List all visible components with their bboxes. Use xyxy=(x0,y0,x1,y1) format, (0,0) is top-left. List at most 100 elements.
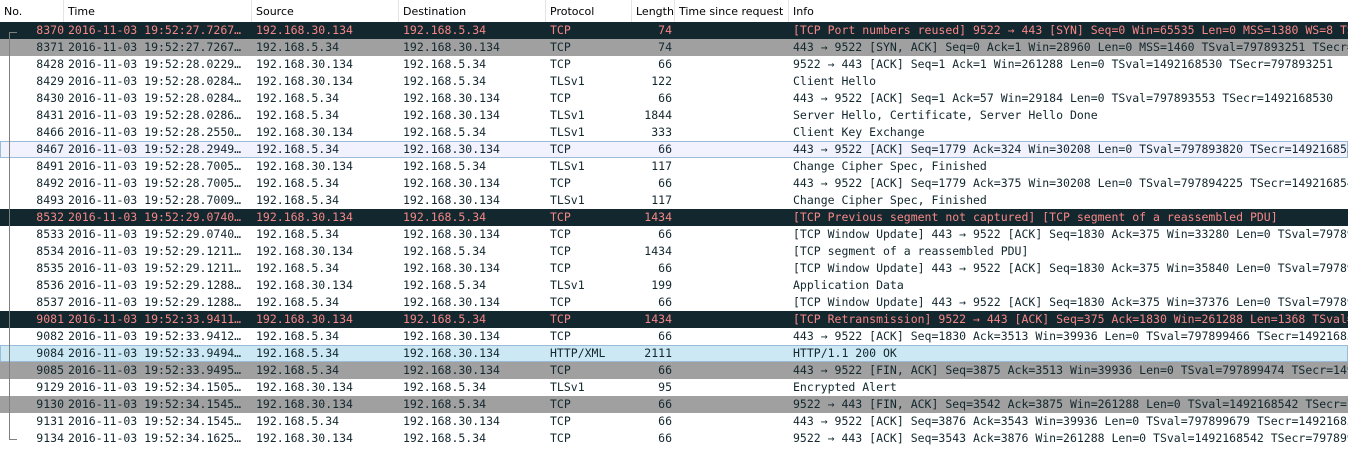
packet-number: 9082 xyxy=(36,329,64,343)
packet-info: Client Hello xyxy=(793,74,877,88)
column-header-info[interactable]: Info xyxy=(793,5,814,18)
packet-length: 66 xyxy=(658,227,672,241)
packet-time-since-request xyxy=(678,158,788,175)
packet-row[interactable]: 8534 2016-11-03 19:52:29.1211… 192.168.30.… xyxy=(0,243,1348,260)
packet-time: 2016-11-03 19:52:34.1625… xyxy=(68,431,242,445)
packet-row[interactable]: 8491 2016-11-03 19:52:28.7005… 192.168.30.… xyxy=(0,158,1348,175)
packet-protocol: TCP xyxy=(550,91,571,105)
packet-info: [TCP segment of a reassembled PDU] xyxy=(793,244,1029,258)
packet-time-since-request xyxy=(678,430,788,447)
packet-source: 192.168.30.134 xyxy=(256,125,353,139)
packet-protocol: TCP xyxy=(550,210,571,224)
packet-time: 2016-11-03 19:52:27.7267… xyxy=(68,40,242,54)
packet-protocol: TCP xyxy=(550,431,571,445)
packet-row[interactable]: 8370 2016-11-03 19:52:27.7267… 192.168.30.… xyxy=(0,22,1348,39)
column-header-protocol[interactable]: Protocol xyxy=(546,0,632,22)
packet-time-since-request xyxy=(678,192,788,209)
packet-protocol: TCP xyxy=(550,363,571,377)
packet-info: [TCP Window Update] 443 → 9522 [ACK] Seq… xyxy=(793,227,1348,241)
packet-protocol: TCP xyxy=(550,295,571,309)
packet-number: 8431 xyxy=(36,108,64,122)
column-header-destination[interactable]: Destination xyxy=(399,0,546,22)
packet-length: 66 xyxy=(658,414,672,428)
packet-time-since-request xyxy=(678,362,788,379)
packet-protocol: TCP xyxy=(550,142,571,156)
packet-info: 9522 → 443 [ACK] Seq=3543 Ack=3876 Win=2… xyxy=(793,431,1348,445)
packet-row[interactable]: 9131 2016-11-03 19:52:34.1545… 192.168.5.3… xyxy=(0,413,1348,430)
packet-time: 2016-11-03 19:52:29.1211… xyxy=(68,244,242,258)
packet-time: 2016-11-03 19:52:28.0284… xyxy=(68,74,242,88)
packet-length: 2111 xyxy=(644,346,672,360)
packet-row[interactable]: 8533 2016-11-03 19:52:29.0740… 192.168.5.3… xyxy=(0,226,1348,243)
packet-source: 192.168.5.34 xyxy=(256,142,340,156)
packet-number: 8492 xyxy=(36,176,64,190)
packet-destination: 192.168.5.34 xyxy=(403,380,487,394)
packet-time: 2016-11-03 19:52:33.9411… xyxy=(68,312,242,326)
packet-source: 192.168.5.34 xyxy=(256,176,340,190)
packet-row[interactable]: 9081 2016-11-03 19:52:33.9411… 192.168.30.… xyxy=(0,311,1348,328)
packet-info: Change Cipher Spec, Finished xyxy=(793,193,987,207)
packet-time: 2016-11-03 19:52:28.7005… xyxy=(68,176,242,190)
packet-info: 443 → 9522 [SYN, ACK] Seq=0 Ack=1 Win=28… xyxy=(793,40,1348,54)
packet-time-since-request xyxy=(678,243,788,260)
packet-destination: 192.168.5.34 xyxy=(403,431,487,445)
packet-protocol: TCP xyxy=(550,261,571,275)
packet-row[interactable]: 9085 2016-11-03 19:52:33.9495… 192.168.5.3… xyxy=(0,362,1348,379)
packet-time: 2016-11-03 19:52:33.9494… xyxy=(68,346,242,360)
packet-time: 2016-11-03 19:52:33.9495… xyxy=(68,363,242,377)
packet-row[interactable]: 8492 2016-11-03 19:52:28.7005… 192.168.5.3… xyxy=(0,175,1348,192)
packet-protocol: TLSv1 xyxy=(550,159,585,173)
packet-info: Server Hello, Certificate, Server Hello … xyxy=(793,108,1098,122)
packet-source: 192.168.30.134 xyxy=(256,159,353,173)
packet-row[interactable]: 9084 2016-11-03 19:52:33.9494… 192.168.5.3… xyxy=(0,345,1348,362)
packet-destination: 192.168.30.134 xyxy=(403,193,500,207)
packet-length: 66 xyxy=(658,329,672,343)
column-header-time[interactable]: Time xyxy=(64,0,252,22)
packet-number: 8466 xyxy=(36,125,64,139)
packet-protocol: TCP xyxy=(550,414,571,428)
packet-row[interactable]: 8493 2016-11-03 19:52:28.7009… 192.168.5.3… xyxy=(0,192,1348,209)
packet-info: Change Cipher Spec, Finished xyxy=(793,159,987,173)
packet-info: 9522 → 443 [FIN, ACK] Seq=3542 Ack=3875 … xyxy=(793,397,1348,411)
packet-row[interactable]: 8537 2016-11-03 19:52:29.1288… 192.168.5.3… xyxy=(0,294,1348,311)
packet-protocol: TLSv1 xyxy=(550,108,585,122)
packet-info: [TCP Port numbers reused] 9522 → 443 [SY… xyxy=(793,23,1348,37)
packet-row[interactable]: 8532 2016-11-03 19:52:29.0740… 192.168.30.… xyxy=(0,209,1348,226)
packet-row[interactable]: 9134 2016-11-03 19:52:34.1625… 192.168.30.… xyxy=(0,430,1348,447)
column-header-no[interactable]: No. xyxy=(0,0,64,22)
packet-time: 2016-11-03 19:52:28.0229… xyxy=(68,57,242,71)
packet-info: 443 → 9522 [ACK] Seq=1779 Ack=375 Win=30… xyxy=(793,176,1348,190)
packet-row[interactable]: 9129 2016-11-03 19:52:34.1505… 192.168.30.… xyxy=(0,379,1348,396)
column-header-time-since-request[interactable]: Time since request xyxy=(675,0,789,22)
packet-source: 192.168.5.34 xyxy=(256,108,340,122)
packet-number: 9130 xyxy=(36,397,64,411)
packet-destination: 192.168.30.134 xyxy=(403,40,500,54)
packet-row[interactable]: 8431 2016-11-03 19:52:28.0286… 192.168.5.3… xyxy=(0,107,1348,124)
packet-row[interactable]: 8430 2016-11-03 19:52:28.0284… 192.168.5.3… xyxy=(0,90,1348,107)
packet-destination: 192.168.30.134 xyxy=(403,227,500,241)
packet-row[interactable]: 8536 2016-11-03 19:52:29.1288… 192.168.30.… xyxy=(0,277,1348,294)
column-header-length[interactable]: Length xyxy=(632,0,675,22)
packet-time-since-request xyxy=(678,396,788,413)
packet-source: 192.168.5.34 xyxy=(256,346,340,360)
packet-row[interactable]: 8429 2016-11-03 19:52:28.0284… 192.168.30.… xyxy=(0,73,1348,90)
packet-destination: 192.168.5.34 xyxy=(403,278,487,292)
packet-length: 199 xyxy=(651,278,672,292)
packet-number: 9131 xyxy=(36,414,64,428)
packet-number: 8535 xyxy=(36,261,64,275)
packet-row[interactable]: 8466 2016-11-03 19:52:28.2550… 192.168.30.… xyxy=(0,124,1348,141)
packet-row[interactable]: 8371 2016-11-03 19:52:27.7267… 192.168.5.3… xyxy=(0,39,1348,56)
packet-row[interactable]: 8428 2016-11-03 19:52:28.0229… 192.168.30.… xyxy=(0,56,1348,73)
packet-row[interactable]: 8467 2016-11-03 19:52:28.2949… 192.168.5.3… xyxy=(0,141,1348,158)
packet-destination: 192.168.30.134 xyxy=(403,108,500,122)
packet-destination: 192.168.30.134 xyxy=(403,329,500,343)
packet-time: 2016-11-03 19:52:34.1545… xyxy=(68,414,242,428)
packet-row[interactable]: 9130 2016-11-03 19:52:34.1545… 192.168.30.… xyxy=(0,396,1348,413)
packet-row[interactable]: 9082 2016-11-03 19:52:33.9412… 192.168.5.3… xyxy=(0,328,1348,345)
column-header-source[interactable]: Source xyxy=(252,0,399,22)
packet-source: 192.168.5.34 xyxy=(256,91,340,105)
packet-info: 9522 → 443 [ACK] Seq=1 Ack=1 Win=261288 … xyxy=(793,57,1334,71)
packet-time: 2016-11-03 19:52:27.7267… xyxy=(68,23,242,37)
packet-row[interactable]: 8535 2016-11-03 19:52:29.1211… 192.168.5.3… xyxy=(0,260,1348,277)
